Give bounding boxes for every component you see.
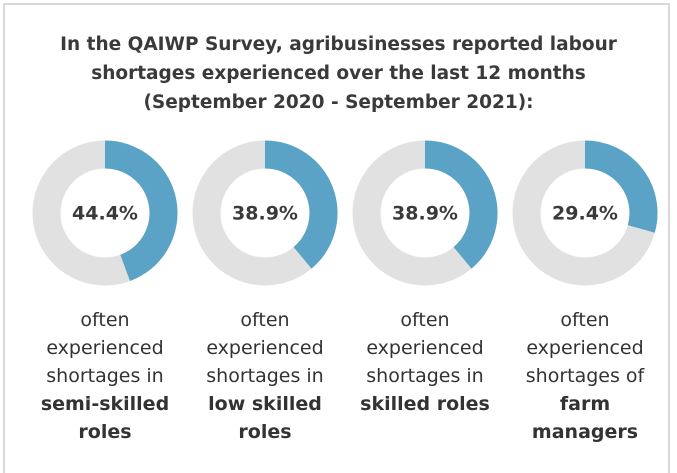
- caption-text: often experienced shortages in: [46, 309, 164, 387]
- caption-bold: farm managers: [531, 393, 639, 443]
- caption: often experienced shortages in low skille…: [190, 306, 340, 446]
- caption-text: often experienced shortages in: [206, 309, 324, 387]
- caption: often experienced shortages in skilled ro…: [350, 306, 500, 418]
- value-label: 29.4%: [552, 203, 618, 225]
- caption: often experienced shortages in semi-skill…: [30, 306, 180, 446]
- value-label: 44.4%: [72, 203, 138, 225]
- donut-segment: [424, 140, 498, 269]
- caption-bold: semi-skilled roles: [40, 393, 170, 443]
- value-label: 38.9%: [232, 203, 298, 225]
- caption: often experienced shortages of farm manag…: [510, 306, 660, 446]
- value-label: 38.9%: [392, 203, 458, 225]
- caption-text: often experienced shortages in: [366, 309, 484, 387]
- caption-bold: skilled roles: [360, 393, 490, 415]
- donut-segment: [264, 140, 338, 269]
- title: In the QAIWP Survey, agribusinesses repo…: [60, 34, 617, 113]
- donut-segment: [104, 140, 178, 282]
- caption-text: often experienced shortages of: [525, 309, 645, 387]
- frame: [3, 3, 670, 473]
- donut-segment: [584, 140, 658, 233]
- caption-bold: low skilled roles: [208, 393, 322, 443]
